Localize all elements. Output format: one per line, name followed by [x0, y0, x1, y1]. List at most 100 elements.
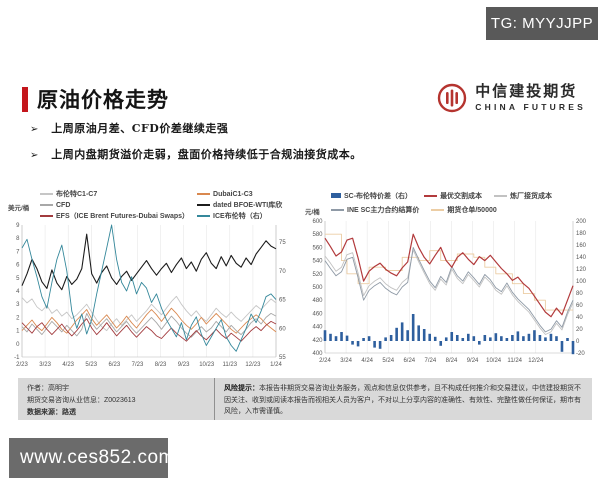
- legend-label: 炼厂接货成本: [510, 192, 553, 200]
- left-tick-label: 2: [16, 315, 20, 321]
- right-tick-label: 200: [576, 219, 587, 225]
- bar-SC-布伦特价差（右）: [555, 336, 558, 341]
- right-tick-label: 55: [279, 355, 286, 361]
- bar-SC-布伦特价差（右）: [389, 335, 393, 341]
- series-DubaiC1-C3: [21, 307, 277, 334]
- x-tick-label: 1/24: [270, 362, 282, 368]
- bullet-text: 上周原油月差、CFD价差继续走强: [51, 122, 229, 135]
- x-tick-label: 3/23: [39, 362, 51, 368]
- right-tick-label: 120: [576, 267, 587, 273]
- legend-label: EFS（ICE Brent Futures-Dubai Swaps）: [56, 213, 190, 220]
- chart-crude-spreads: 美元/桶 布伦特C1-C7 DubaiC1-C3 CFD dated BFOE-WTI…: [6, 186, 301, 384]
- x-tick-label: 12/23: [245, 362, 261, 368]
- legend-label: INE SC主力合约结算价: [347, 207, 420, 215]
- bar-SC-布伦特价差（右）: [400, 322, 404, 341]
- x-tick-label: 3/24: [340, 358, 352, 364]
- bar-SC-布伦特价差（右）: [538, 335, 542, 341]
- legend-swatch-icon: [40, 193, 53, 195]
- right-tick-label: 70: [279, 269, 286, 275]
- logo-company-name: 中信建投期货: [475, 83, 578, 101]
- legend-label: CFD: [56, 201, 71, 209]
- bar-SC-布伦特价差（右）: [516, 331, 520, 341]
- bullet-item: ➢ 上周原油月差、CFD价差继续走强: [30, 120, 362, 136]
- license-line: 期货交易咨询从业信息：Z0023613: [27, 396, 136, 404]
- bar-SC-布伦特价差（右）: [549, 333, 553, 341]
- right-tick-label: 80: [576, 291, 583, 297]
- legend-label: SC-布伦特价差（右）: [344, 192, 413, 200]
- left-tick-label: 7: [16, 249, 20, 255]
- right-tick-label: 100: [576, 279, 587, 285]
- left-tick-label: 480: [312, 298, 323, 304]
- bar-SC-布伦特价差（右）: [472, 336, 476, 341]
- bar-SC-布伦特价差（右）: [411, 314, 415, 341]
- legend-label: 最优交割成本: [440, 192, 483, 200]
- legend-swatch-icon: [197, 204, 211, 206]
- legend-swatch-icon: [494, 194, 508, 197]
- series-布伦特C1-C7: [21, 295, 277, 332]
- bar-SC-布伦特价差（右）: [406, 330, 409, 341]
- bar-SC-布伦特价差（右）: [323, 330, 327, 341]
- x-tick-label: 8/24: [446, 358, 458, 364]
- bar-SC-布伦特价差（右）: [367, 336, 371, 341]
- legend-swatch-icon: [197, 215, 211, 217]
- series-dated BFOE-WTI库欣: [21, 233, 277, 291]
- right-chart-unit-label: 元/桶: [305, 209, 320, 216]
- bar-SC-布伦特价差（右）: [461, 338, 465, 341]
- footer-disclaimer-bar: 作者：高明宇 期货交易咨询从业信息：Z0023613 数据来源：路透 风险提示：…: [18, 378, 592, 420]
- x-tick-label: 10/23: [199, 362, 215, 368]
- page-title: 原油价格走势: [37, 89, 169, 112]
- x-tick-label: 11/23: [223, 362, 238, 368]
- bar-SC-布伦特价差（右）: [533, 330, 536, 341]
- x-tick-label: 4/23: [62, 362, 74, 368]
- right-tick-label: 0: [576, 339, 580, 345]
- left-tick-label: 0: [16, 342, 20, 348]
- x-tick-label: 10/24: [486, 358, 502, 364]
- bullet-text: 上周内盘期货溢价走弱，盘面价格持续低于合规油接货成本。: [51, 148, 362, 161]
- right-tick-label: 75: [279, 240, 286, 246]
- legend-item: DubaiC1-C3: [197, 189, 282, 199]
- bar-SC-布伦特价差（右）: [455, 335, 459, 341]
- bar-SC-布伦特价差（右）: [334, 336, 338, 341]
- legend-item: 最优交割成本: [424, 189, 482, 203]
- risk-text: 本报告非期货交易咨询业务服务，观点和信息仅供参考，且不构成任何推介和交易建议，中…: [224, 385, 581, 416]
- risk-label: 风险提示：: [224, 385, 259, 392]
- bullet-arrow-icon: ➢: [30, 124, 39, 135]
- logo-company-subtitle: CHINA FUTURES: [475, 101, 586, 112]
- chart-sc-delivery-costs: 元/桶 SC-布伦特价差（右） 最优交割成本 炼厂接货成本 INE SC主力合约结算价…: [301, 186, 596, 384]
- left-tick-label: 500: [312, 285, 323, 291]
- bar-SC-布伦特价差（右）: [378, 341, 382, 349]
- bar-SC-布伦特价差（右）: [560, 341, 564, 352]
- series-INE SC主力合约结算价: [324, 246, 574, 333]
- x-tick-label: 9/23: [178, 362, 190, 368]
- x-tick-label: 6/24: [403, 358, 415, 364]
- bar-SC-布伦特价差（右）: [362, 338, 365, 341]
- legend-item: ICE布伦特（右）: [197, 211, 282, 221]
- company-logo: 中信建投期货 CHINA FUTURES: [436, 82, 586, 114]
- bar-SC-布伦特价差（右）: [433, 336, 437, 341]
- bar-SC-布伦特价差（右）: [439, 341, 443, 346]
- series-CFD: [21, 312, 277, 338]
- x-tick-label: 5/24: [382, 358, 394, 364]
- left-tick-label: 460: [312, 311, 323, 317]
- bar-SC-布伦特价差（右）: [494, 333, 498, 341]
- bar-SC-布伦特价差（右）: [422, 329, 426, 341]
- legend-swatch-icon: [197, 193, 211, 195]
- left-tick-label: 560: [312, 245, 323, 251]
- bar-SC-布伦特价差（右）: [428, 333, 432, 341]
- bar-SC-布伦特价差（右）: [466, 333, 470, 341]
- left-chart-legend: 布伦特C1-C7 DubaiC1-C3 CFD dated BFOE-WTI库欣 EFS…: [40, 189, 282, 221]
- bar-SC-布伦特价差（右）: [384, 337, 387, 341]
- bar-SC-布伦特价差（右）: [505, 338, 509, 341]
- left-tick-label: 440: [312, 325, 323, 331]
- right-chart-plot: 2/24 3/24 4/24 5/24 6/24 7/24 8/24 9/24 10/24 11/…: [312, 219, 587, 364]
- bar-SC-布伦特价差（右）: [500, 336, 503, 341]
- x-tick-label: 9/24: [467, 358, 479, 364]
- series-ICE布伦特（右）: [21, 224, 277, 352]
- bar-SC-布伦特价差（右）: [544, 337, 547, 341]
- left-tick-label: 9: [16, 223, 20, 229]
- series-炼厂接货成本: [324, 249, 574, 335]
- left-tick-label: 420: [312, 338, 323, 344]
- left-tick-label: 6: [16, 263, 20, 269]
- x-tick-label: 2/24: [319, 358, 331, 364]
- left-tick-label: 400: [312, 351, 323, 357]
